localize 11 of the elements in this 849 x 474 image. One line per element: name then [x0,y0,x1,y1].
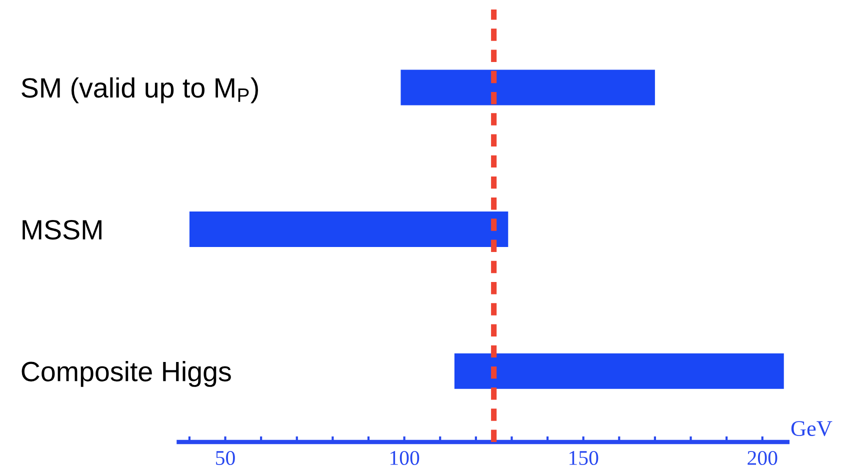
bar [189,212,508,248]
y-tick-label: SM (valid up to M$_{P}$) [22,77,258,104]
y-tick-label: Composite Higgs [22,361,231,387]
x-tick-label: 100 [390,450,420,465]
x-tick-label: 50 [216,450,235,465]
y-tick-label: MSSM [22,220,102,240]
bar [400,70,655,106]
x-tick-label: 200 [748,450,778,465]
x-tick-label: 150 [570,450,598,465]
x-axis-title: GeV [791,421,832,436]
bar [454,353,784,389]
